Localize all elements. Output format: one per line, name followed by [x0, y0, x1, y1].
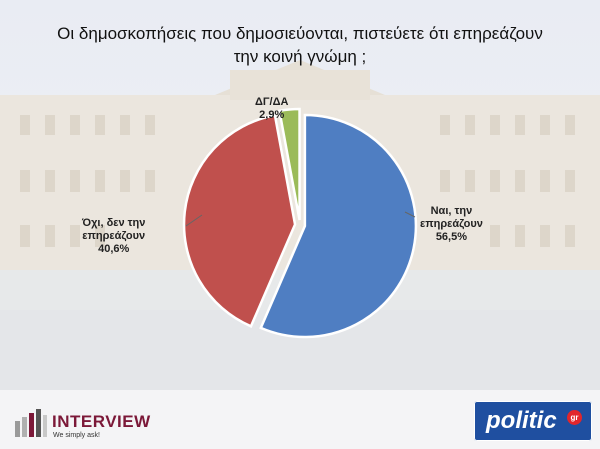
chart-title: Οι δημοσκοπήσεις που δημοσιεύονται, πιστ… [0, 22, 600, 68]
pie-slice [259, 113, 418, 339]
chart-title-line-2: την κοινή γνώμη ; [233, 47, 367, 66]
politic-gr-badge: gr [567, 410, 582, 425]
chart-title-line-1: Οι δημοσκοπήσεις που δημοσιεύονται, πιστ… [57, 24, 543, 43]
slice-label: ΔΓ/ΔΑ 2,9% [255, 96, 288, 122]
politic-logo: politic gr [474, 401, 592, 441]
slice-value: 56,5% [435, 231, 468, 243]
slice-label-line: ΔΓ/ΔΑ [255, 96, 289, 108]
interview-tagline: We simply ask! [53, 432, 100, 439]
slice-value: 40,6% [98, 243, 130, 255]
slice-label-line: επηρεάζουν [82, 230, 146, 242]
slice-label-line: επηρεάζουν [420, 218, 483, 230]
politic-brand-text: politic [486, 407, 557, 434]
interview-bars-icon [15, 409, 47, 437]
pie-slice [182, 113, 297, 328]
interview-brand-text: INTERVIEW [52, 412, 151, 431]
slice-value: 2,9% [259, 109, 285, 121]
slice-label-line: Όχι, δεν την [82, 217, 146, 229]
slice-label-line: Ναι, την [430, 205, 473, 217]
slice-label: Ναι, την επηρεάζουν 56,5% [420, 205, 483, 244]
pie-slice [277, 107, 301, 221]
slice-label: Όχι, δεν την επηρεάζουν 40,6% [82, 217, 145, 256]
leader-line [404, 211, 416, 218]
leader-line [185, 214, 203, 227]
